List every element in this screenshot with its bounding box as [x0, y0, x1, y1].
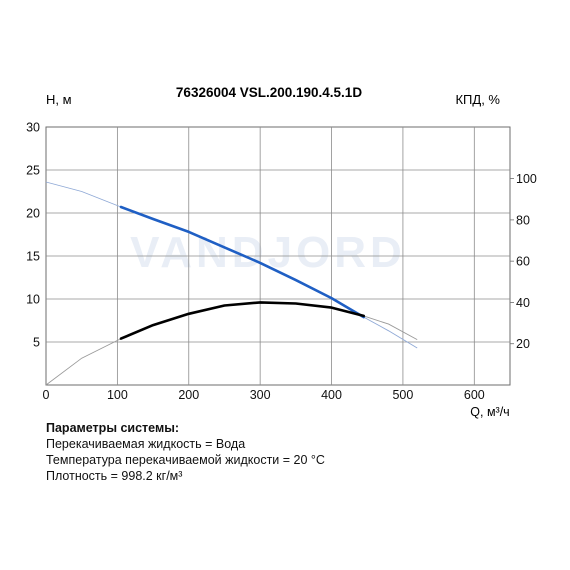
- y-tick-label-left: 5: [33, 336, 40, 350]
- y-tick-label-right: 40: [516, 296, 530, 310]
- param-density: Плотность = 998.2 кг/м³: [46, 469, 183, 483]
- param-liquid: Перекачиваемая жидкость = Вода: [46, 437, 246, 451]
- y-tick-label-right: 60: [516, 255, 530, 269]
- y-tick-label-right: 80: [516, 213, 530, 227]
- tick-labels: 0 100 200 300 400 500 600 5 10 15 20 25 30 20 40 60 80 10…: [26, 121, 537, 403]
- grid: [45, 126, 514, 386]
- y-tick-label-left: 30: [26, 121, 40, 135]
- series-group: [45, 181, 418, 386]
- y-axis-right-label: КПД, %: [455, 92, 500, 107]
- y-tick-label-right: 100: [516, 172, 537, 186]
- x-axis-label: Q, м³/ч: [470, 405, 509, 419]
- pump-curve-chart: VANDJORD 0 100 200 300 400 500 600 5 10 15 20 25 30 2…: [26, 85, 537, 419]
- series-0-operating-curve: [119, 205, 366, 319]
- system-parameters: Параметры системы: Перекачиваемая жидкос…: [46, 420, 325, 484]
- watermark: VANDJORD: [130, 228, 406, 277]
- y-tick-label-left: 15: [26, 250, 40, 264]
- x-tick-label: 0: [43, 388, 50, 402]
- y-tick-label-left: 10: [26, 293, 40, 307]
- y-tick-label-right: 20: [516, 337, 530, 351]
- series-1-operating-curve: [119, 301, 366, 340]
- chart-title: 76326004 VSL.200.190.4.5.1D: [176, 85, 362, 100]
- x-tick-label: 100: [107, 388, 128, 402]
- y-axis-left-label: H, м: [46, 92, 72, 107]
- x-tick-label: 300: [250, 388, 271, 402]
- system-parameters-title: Параметры системы:: [46, 421, 180, 435]
- y-tick-label-left: 25: [26, 164, 40, 178]
- x-tick-label: 600: [464, 388, 485, 402]
- x-tick-label: 500: [392, 388, 413, 402]
- x-tick-label: 200: [178, 388, 199, 402]
- x-tick-label: 400: [321, 388, 342, 402]
- param-temperature: Температура перекачиваемой жидкости = 20…: [46, 453, 325, 467]
- y-tick-label-left: 20: [26, 207, 40, 221]
